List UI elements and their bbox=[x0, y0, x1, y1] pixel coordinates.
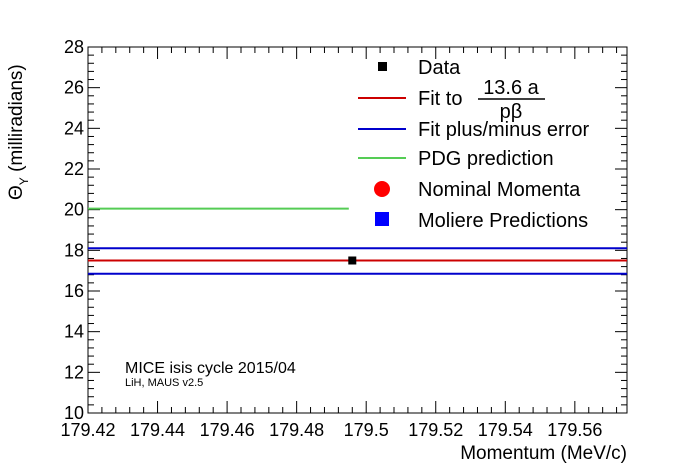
legend-marker-nominal bbox=[374, 181, 390, 197]
y-tick-label: 10 bbox=[64, 403, 84, 423]
axis-ticks bbox=[87, 46, 627, 414]
x-tick-label: 179.46 bbox=[200, 420, 255, 440]
plot-frame bbox=[87, 46, 628, 414]
y-tick-label: 14 bbox=[64, 322, 84, 342]
y-axis-title-units: (milliradians) bbox=[6, 64, 27, 177]
y-tick-labels: 10 12 14 16 18 20 22 24 26 28 bbox=[64, 37, 84, 423]
x-tick-label: 179.54 bbox=[478, 420, 533, 440]
legend-label-nominal: Nominal Momenta bbox=[418, 179, 581, 201]
x-tick-label: 179.42 bbox=[60, 420, 115, 440]
x-tick-label: 179.48 bbox=[269, 420, 324, 440]
legend-fit-numerator: 13.6 a bbox=[483, 77, 539, 99]
legend-label-moliere: Moliere Predictions bbox=[418, 210, 588, 232]
plot-area-border bbox=[87, 46, 628, 414]
legend-fit-denominator: pβ bbox=[500, 101, 523, 123]
y-tick-label: 20 bbox=[64, 200, 84, 220]
x-tick-label: 179.5 bbox=[344, 420, 389, 440]
y-tick-label: 16 bbox=[64, 281, 84, 301]
y-tick-label: 22 bbox=[64, 159, 84, 179]
legend-label-fit: Fit to bbox=[418, 88, 462, 110]
legend-label-pdg: PDG prediction bbox=[418, 148, 554, 170]
y-axis-title-subscript: Y bbox=[17, 177, 31, 185]
y-tick-label: 26 bbox=[64, 78, 84, 98]
data-points bbox=[348, 256, 357, 265]
annotation-experiment: MICE isis cycle 2015/04 bbox=[125, 360, 296, 377]
legend-label-fit-error: Fit plus/minus error bbox=[418, 119, 589, 141]
legend-marker-data bbox=[378, 62, 387, 71]
y-tick-label: 18 bbox=[64, 240, 84, 260]
data-point bbox=[348, 256, 357, 265]
y-axis-title-symbol: Θ bbox=[6, 185, 27, 200]
x-tick-labels: 179.42 179.44 179.46 179.48 179.5 179.52 179.5… bbox=[60, 420, 602, 440]
y-axis-title: ΘY (milliradians) bbox=[6, 64, 31, 200]
annotation-software: LiH, MAUS v2.5 bbox=[125, 377, 203, 389]
legend: Data Fit to 13.6 a pβ Fit plus/minus err… bbox=[358, 57, 589, 232]
x-tick-label: 179.56 bbox=[547, 420, 602, 440]
x-tick-label: 179.44 bbox=[130, 420, 185, 440]
y-tick-label: 12 bbox=[64, 362, 84, 382]
legend-label-data: Data bbox=[418, 57, 461, 79]
x-axis-title: Momentum (MeV/c) bbox=[460, 443, 627, 464]
legend-marker-moliere bbox=[375, 212, 389, 226]
fit-lines bbox=[88, 207, 627, 275]
y-tick-label: 24 bbox=[64, 118, 84, 138]
x-tick-label: 179.52 bbox=[408, 420, 463, 440]
y-tick-label: 28 bbox=[64, 37, 84, 57]
